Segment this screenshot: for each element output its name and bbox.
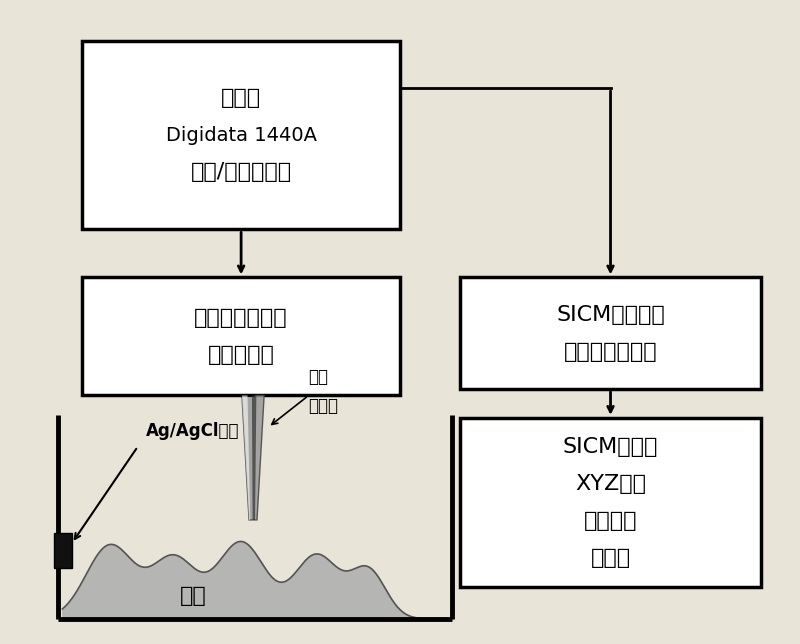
Text: 玻璃: 玻璃 bbox=[309, 368, 329, 386]
Text: 膜片钳: 膜片钳 bbox=[221, 88, 261, 108]
Text: 功率放大器: 功率放大器 bbox=[208, 345, 274, 365]
Text: XYZ三维: XYZ三维 bbox=[575, 474, 646, 494]
Bar bbox=[82, 41, 400, 229]
Text: 膜片钳前置电流: 膜片钳前置电流 bbox=[194, 308, 288, 328]
Text: 细胞: 细胞 bbox=[180, 586, 207, 606]
Bar bbox=[54, 533, 72, 568]
Text: 压电陶瓷: 压电陶瓷 bbox=[584, 511, 638, 531]
Polygon shape bbox=[242, 395, 264, 520]
Text: SICM非接触式: SICM非接触式 bbox=[556, 305, 665, 325]
Bar bbox=[459, 278, 762, 389]
Text: SICM高精度: SICM高精度 bbox=[563, 437, 658, 457]
Text: Digidata 1440A: Digidata 1440A bbox=[166, 126, 317, 145]
Text: 数模/模数转换器: 数模/模数转换器 bbox=[190, 162, 292, 182]
Bar bbox=[459, 418, 762, 587]
Text: 微探针: 微探针 bbox=[309, 397, 338, 415]
Text: 扫描台: 扫描台 bbox=[590, 548, 630, 568]
Text: Ag/AgCl电极: Ag/AgCl电极 bbox=[146, 422, 239, 440]
Bar bbox=[82, 278, 400, 395]
Polygon shape bbox=[252, 395, 256, 520]
Text: 负反馈扫描控制: 负反馈扫描控制 bbox=[564, 342, 658, 362]
Polygon shape bbox=[242, 395, 250, 520]
